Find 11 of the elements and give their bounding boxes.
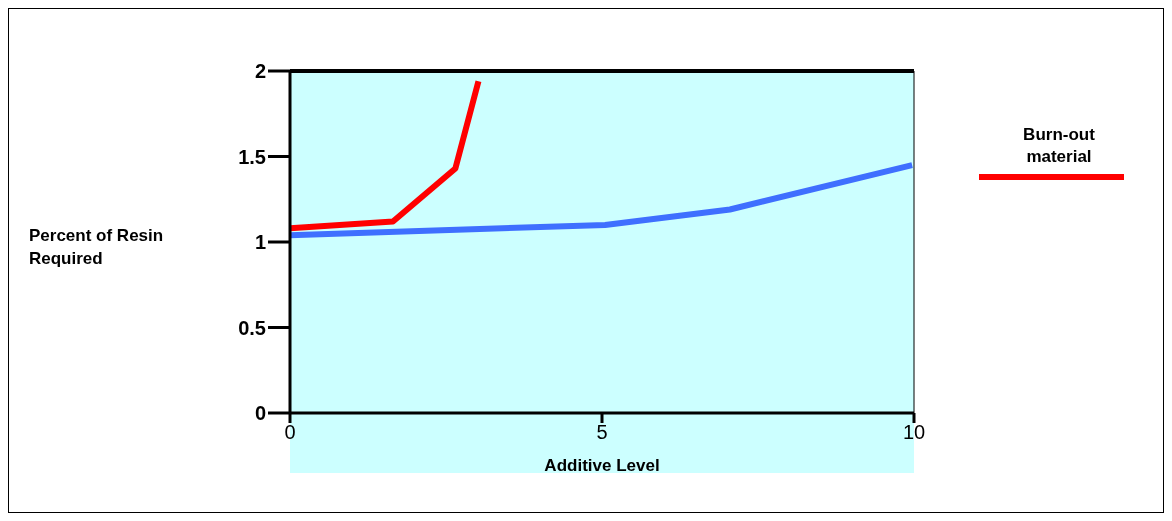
text: Burn-out material [1022,124,1096,168]
x-tick-label: 0 [284,421,296,444]
y-axis-title: Percent of Resin Required [29,225,165,270]
y-tick-label: 1 [254,231,266,254]
y-tick-label: 0 [254,402,266,425]
y-tick-label: 1.5 [238,145,266,168]
y-tick-label: 2 [254,60,266,83]
y-tick-label: 0.5 [238,316,266,339]
x-axis-title: Additive Level [544,456,660,475]
x-tick-label: 10 [902,421,926,444]
x-tick-label: 5 [596,421,608,444]
